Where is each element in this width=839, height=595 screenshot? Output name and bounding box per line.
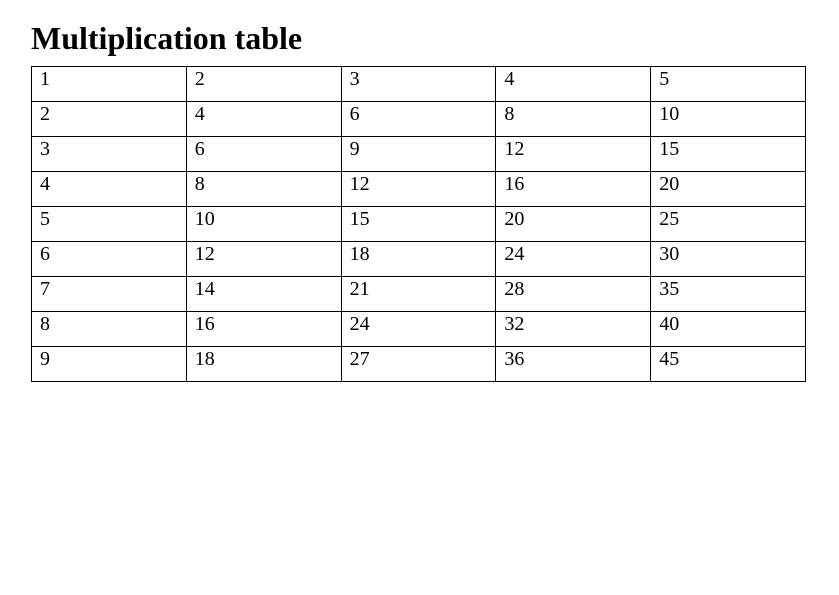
table-cell: 18 bbox=[340, 241, 497, 277]
table-cell: 20 bbox=[495, 206, 652, 242]
table-cell: 35 bbox=[650, 276, 806, 312]
table-body: 1 2 3 4 5 2 4 6 8 10 3 6 9 12 15 4 8 12 16 20 5 10 15 20 25 6 12 18… bbox=[31, 66, 806, 382]
table-cell: 24 bbox=[495, 241, 652, 277]
table-row: 2 4 6 8 10 bbox=[31, 101, 806, 137]
table-row: 9 18 27 36 45 bbox=[31, 346, 806, 382]
table-cell: 3 bbox=[340, 66, 497, 102]
table-cell: 8 bbox=[185, 171, 342, 207]
table-cell: 5 bbox=[650, 66, 806, 102]
table-cell: 6 bbox=[31, 241, 187, 277]
table-cell: 1 bbox=[31, 66, 187, 102]
table-cell: 28 bbox=[495, 276, 652, 312]
table-cell: 45 bbox=[650, 346, 806, 382]
table-cell: 8 bbox=[31, 311, 187, 347]
table-cell: 6 bbox=[185, 136, 342, 172]
table-cell: 8 bbox=[495, 101, 652, 137]
table-cell: 3 bbox=[31, 136, 187, 172]
table-cell: 16 bbox=[185, 311, 342, 347]
table-cell: 5 bbox=[31, 206, 187, 242]
table-row: 4 8 12 16 20 bbox=[31, 171, 806, 207]
table-cell: 10 bbox=[650, 101, 806, 137]
table-cell: 12 bbox=[340, 171, 497, 207]
page-title: Multiplication table bbox=[31, 20, 303, 56]
table-row: 3 6 9 12 15 bbox=[31, 136, 806, 172]
table-cell: 4 bbox=[31, 171, 187, 207]
table-cell: 30 bbox=[650, 241, 806, 277]
table-cell: 25 bbox=[650, 206, 806, 242]
table-cell: 10 bbox=[185, 206, 342, 242]
table-cell: 9 bbox=[31, 346, 187, 382]
table-cell: 12 bbox=[495, 136, 652, 172]
table-row: 6 12 18 24 30 bbox=[31, 241, 806, 277]
table-cell: 20 bbox=[650, 171, 806, 207]
table-cell: 18 bbox=[185, 346, 342, 382]
table-cell: 15 bbox=[650, 136, 806, 172]
table-cell: 4 bbox=[495, 66, 652, 102]
table-cell: 36 bbox=[495, 346, 652, 382]
table-cell: 27 bbox=[340, 346, 497, 382]
table-cell: 40 bbox=[650, 311, 806, 347]
table-cell: 2 bbox=[185, 66, 342, 102]
table-cell: 24 bbox=[340, 311, 497, 347]
table-cell: 6 bbox=[340, 101, 497, 137]
table-cell: 9 bbox=[340, 136, 497, 172]
table-cell: 21 bbox=[340, 276, 497, 312]
table-cell: 2 bbox=[31, 101, 187, 137]
table-cell: 15 bbox=[340, 206, 497, 242]
table-cell: 32 bbox=[495, 311, 652, 347]
multiplication-table: 1 2 3 4 5 2 4 6 8 10 3 6 9 12 15 4 8 12 16 20 5 10 15 20 25 6 12 18… bbox=[31, 66, 806, 382]
table-row: 5 10 15 20 25 bbox=[31, 206, 806, 242]
table-cell: 14 bbox=[185, 276, 342, 312]
table-cell: 12 bbox=[185, 241, 342, 277]
table-row: 7 14 21 28 35 bbox=[31, 276, 806, 312]
table-row: 8 16 24 32 40 bbox=[31, 311, 806, 347]
table-cell: 7 bbox=[31, 276, 187, 312]
table-cell: 4 bbox=[185, 101, 342, 137]
table-cell: 16 bbox=[495, 171, 652, 207]
